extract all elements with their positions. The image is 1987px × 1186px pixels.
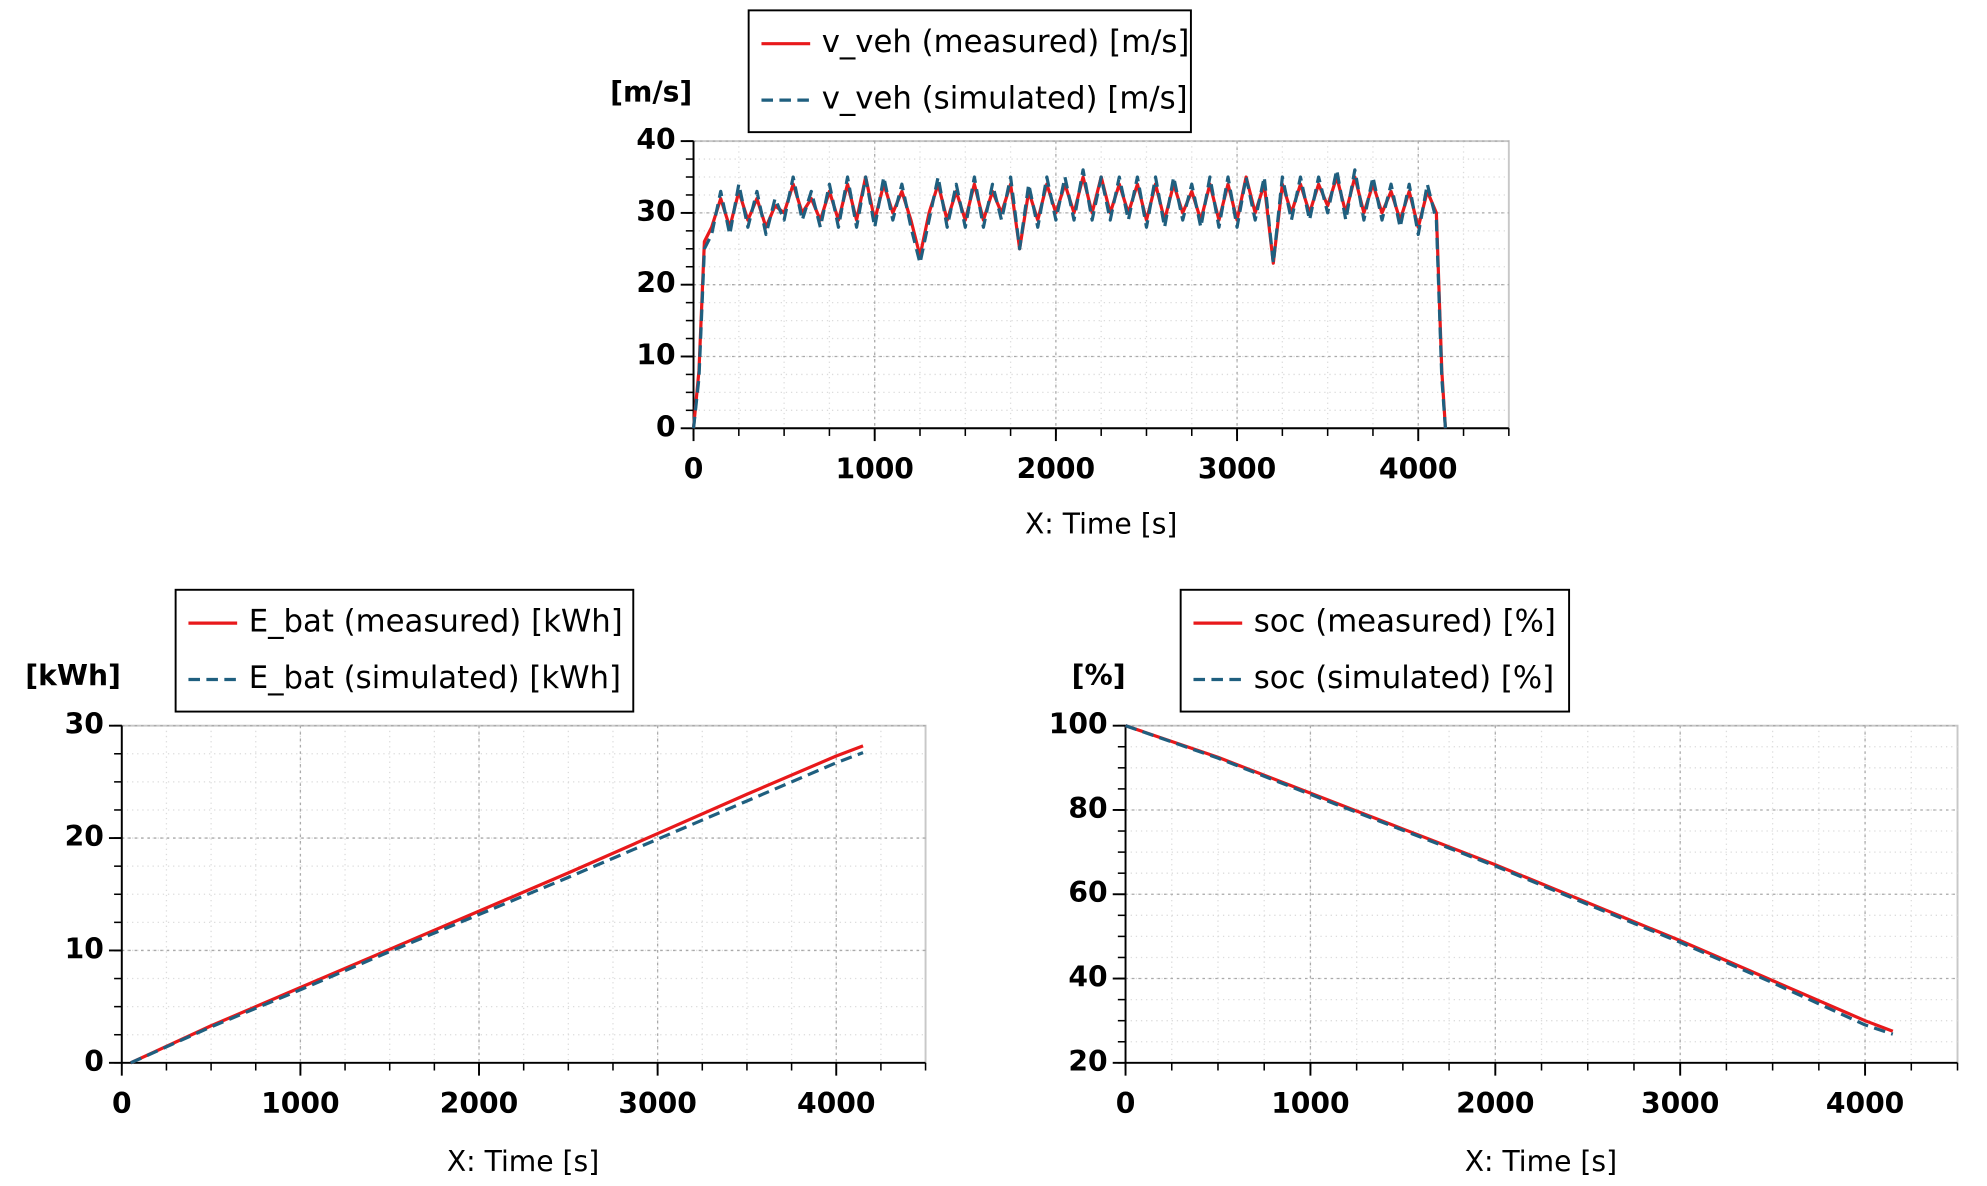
x-tick-label: 4000 (1379, 453, 1457, 486)
x-tick-label: 1000 (835, 453, 913, 486)
x-tick-label: 2000 (440, 1087, 518, 1120)
y-tick-label: 40 (636, 123, 675, 156)
y-tick-label: 20 (65, 820, 104, 853)
y-tick-label: 20 (1068, 1045, 1107, 1078)
y-tick-label: 20 (636, 267, 675, 300)
y-tick-label: 10 (65, 932, 104, 965)
y-tick-label: 10 (636, 338, 675, 371)
y-tick-label: 80 (1068, 792, 1107, 825)
series-line (1125, 724, 1894, 1036)
x-axis-label: X: Time [s] (447, 1145, 599, 1178)
y-tick-label: 60 (1068, 876, 1107, 909)
y-tick-label: 30 (636, 195, 675, 228)
y-tick-label: 100 (1049, 708, 1108, 741)
x-tick-label: 3000 (618, 1087, 696, 1120)
x-tick-label: 1000 (261, 1087, 339, 1120)
legend-label: E_bat (simulated) [kWh] (249, 660, 621, 696)
legend-label: E_bat (measured) [kWh] (249, 604, 623, 640)
series-line (130, 751, 864, 1065)
x-tick-label: 4000 (1826, 1087, 1904, 1120)
x-tick-label: 0 (1116, 1087, 1136, 1120)
x-tick-label: 3000 (1198, 453, 1276, 486)
x-tick-label: 1000 (1271, 1087, 1349, 1120)
legend-label: soc (simulated) [%] (1254, 660, 1554, 696)
y-tick-label: 0 (84, 1045, 104, 1078)
y-tick-label: 30 (65, 708, 104, 741)
x-axis-label: X: Time [s] (1465, 1145, 1617, 1178)
legend-label: v_veh (simulated) [m/s] (822, 81, 1188, 117)
legend-box (1179, 588, 1571, 713)
y-axis-label: [m/s] (610, 76, 692, 109)
y-axis-label: [%] (1072, 659, 1126, 692)
x-tick-label: 4000 (797, 1087, 875, 1120)
y-tick-label: 0 (656, 410, 676, 443)
x-axis-label: X: Time [s] (1025, 508, 1177, 541)
y-tick-label: 40 (1068, 961, 1107, 994)
legend-label: soc (measured) [%] (1254, 604, 1556, 640)
x-tick-label: 2000 (1017, 453, 1095, 486)
x-tick-label: 0 (112, 1087, 132, 1120)
x-tick-label: 3000 (1641, 1087, 1719, 1120)
legend-box (747, 9, 1192, 134)
legend-label: v_veh (measured) [m/s] (822, 24, 1190, 60)
x-tick-label: 0 (684, 453, 704, 486)
y-axis-label: [kWh] (25, 659, 121, 692)
x-tick-label: 2000 (1456, 1087, 1534, 1120)
legend-box (174, 588, 635, 713)
series-line (691, 168, 1448, 429)
